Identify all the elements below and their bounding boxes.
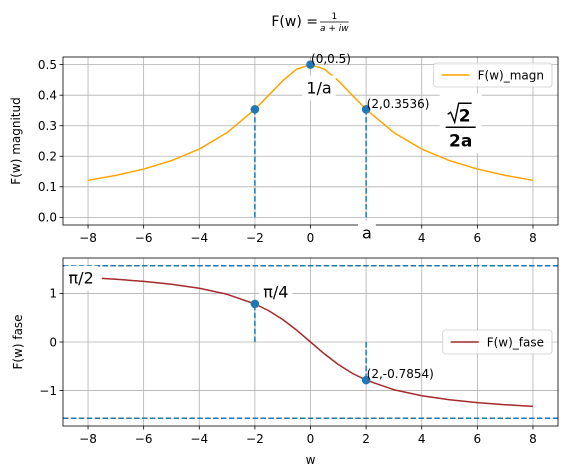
y-tick-label: 0.5 [38, 58, 57, 72]
symbol-label-text: 1/a [306, 79, 331, 98]
legend: F(w)_magn [433, 62, 553, 88]
sqrt-fraction-denominator: 2a [449, 131, 472, 151]
data-point [250, 105, 260, 114]
data-point [361, 375, 371, 385]
series-line [101, 277, 534, 408]
x-tick-label: 6 [474, 231, 482, 245]
symbol-label-box [357, 220, 376, 246]
figure-title-denominator: a + iw [320, 24, 349, 34]
x-tick-label: −2 [246, 432, 264, 446]
figure-title-prefix: F(w) = [271, 14, 318, 30]
magnitude-plot: −8 −6 −4 −2 0 2 4 6 8 0.0 0.1 0.2 0.3 0.4 0.5 F(w) magn… [9, 52, 559, 246]
x-tick-label: −6 [135, 432, 153, 446]
y-tick-label: −1 [39, 384, 57, 398]
point-annotation: (0,0.5) [311, 52, 351, 66]
symbol-label: 1/a [302, 75, 336, 101]
symbol-label-text: π/4 [263, 282, 288, 301]
y-tick-label: 0.2 [38, 150, 57, 164]
x-tick-label: 0 [307, 231, 315, 245]
x-tick-label: 8 [529, 231, 537, 245]
x-tick-label: −4 [190, 231, 208, 245]
y-tick-label: 0.3 [38, 119, 57, 133]
x-tick-label: 0 [307, 432, 315, 446]
y-tick-label: 0.1 [38, 180, 57, 194]
symbol-label: π/4 [259, 279, 293, 305]
y-tick-label: 1 [49, 287, 57, 301]
x-tick-label: −2 [246, 231, 264, 245]
sqrt-fraction-label: 22a [439, 93, 482, 154]
sqrt-fraction-numerator: 2 [459, 106, 471, 126]
data-point [361, 105, 371, 114]
x-tick-label: −4 [190, 432, 208, 446]
y-tick-label: 0.0 [38, 211, 57, 225]
symbol-label-box [259, 279, 293, 305]
x-tick-label: 4 [418, 432, 426, 446]
symbol-label-text: π/2 [69, 269, 94, 288]
x-tick-label: −6 [135, 231, 153, 245]
sqrt-radical [447, 102, 472, 125]
symbol-label-box [64, 265, 98, 291]
x-tick-label: 2 [362, 432, 370, 446]
figure-title-numerator: 1 [331, 12, 337, 22]
symbol-label: a [357, 220, 376, 246]
symbol-label-text: a [362, 224, 372, 243]
x-tick-label: 8 [529, 432, 537, 446]
x-tick-label: 6 [474, 432, 482, 446]
plot-area [63, 264, 558, 420]
y-tick-label: 0 [49, 335, 57, 349]
legend-label: F(w)_fase [487, 335, 544, 349]
legend: F(w)_fase [442, 329, 553, 355]
plot-area [87, 60, 534, 218]
y-tick-label: 0.4 [38, 88, 57, 102]
x-tick-label: −8 [79, 231, 97, 245]
legend-box [442, 329, 553, 355]
figure-title: F(w) = 1 a + iw [271, 12, 349, 34]
symbol-label-box [302, 75, 336, 101]
x-tick-label: −8 [79, 432, 97, 446]
symbol-label: π/2 [64, 265, 98, 291]
x-axis-label: w [306, 453, 316, 467]
point-annotation: (2,0.3536) [367, 97, 430, 111]
data-point [250, 299, 260, 309]
x-tick-label: 4 [418, 231, 426, 245]
legend-box [433, 62, 553, 88]
data-point [306, 60, 315, 69]
phase-plot: −8 −6 −4 −2 0 2 4 6 8 −1 0 1 F(w) fase w (2,-0.7854) π/… [11, 257, 559, 467]
y-axis-label: F(w) fase [11, 314, 25, 369]
y-axis-label: F(w) magnitud [9, 97, 23, 184]
point-annotation: (2,-0.7854) [367, 367, 434, 381]
legend-label: F(w)_magn [478, 68, 544, 82]
